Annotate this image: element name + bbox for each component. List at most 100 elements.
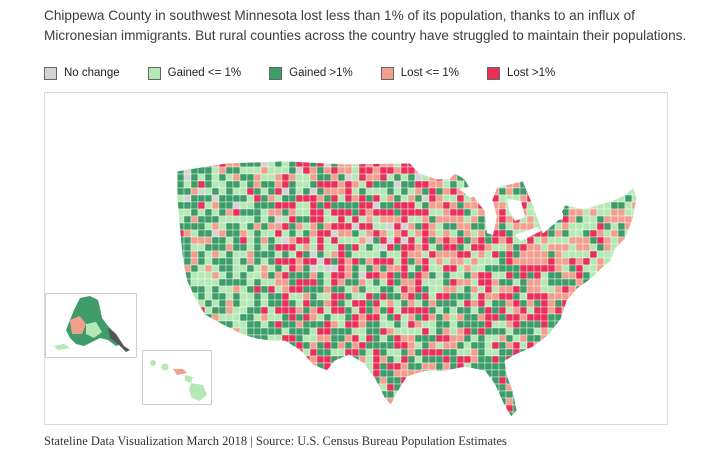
county-tile[interactable] bbox=[295, 187, 304, 196]
county-tile[interactable] bbox=[309, 278, 318, 287]
county-tile[interactable] bbox=[505, 229, 514, 238]
county-tile[interactable] bbox=[372, 208, 381, 217]
county-tile[interactable] bbox=[393, 166, 402, 175]
county-tile[interactable] bbox=[484, 173, 493, 182]
county-tile[interactable] bbox=[170, 208, 178, 217]
county-tile[interactable] bbox=[183, 243, 192, 252]
county-tile[interactable] bbox=[365, 327, 374, 336]
county-tile[interactable] bbox=[260, 278, 269, 287]
county-tile[interactable] bbox=[365, 334, 374, 343]
county-tile[interactable] bbox=[253, 362, 262, 371]
county-tile[interactable] bbox=[554, 243, 563, 252]
county-tile[interactable] bbox=[498, 250, 507, 259]
county-tile[interactable] bbox=[596, 250, 605, 259]
county-tile[interactable] bbox=[386, 215, 395, 224]
county-tile[interactable] bbox=[456, 250, 465, 259]
county-tile[interactable] bbox=[617, 306, 626, 315]
county-tile[interactable] bbox=[204, 327, 213, 336]
county-tile[interactable] bbox=[197, 313, 206, 322]
county-tile[interactable] bbox=[233, 419, 240, 424]
county-tile[interactable] bbox=[204, 334, 213, 343]
county-tile[interactable] bbox=[386, 201, 395, 210]
county-tile[interactable] bbox=[170, 243, 178, 252]
county-tile[interactable] bbox=[604, 153, 611, 160]
county-tile[interactable] bbox=[477, 257, 486, 266]
county-tile[interactable] bbox=[498, 278, 507, 287]
county-tile[interactable] bbox=[177, 243, 185, 252]
county-tile[interactable] bbox=[575, 383, 584, 392]
county-tile[interactable] bbox=[442, 160, 451, 168]
county-tile[interactable] bbox=[281, 173, 290, 182]
county-tile[interactable] bbox=[267, 250, 276, 259]
county-tile[interactable] bbox=[491, 369, 500, 378]
county-tile[interactable] bbox=[380, 419, 387, 424]
county-tiles[interactable] bbox=[170, 153, 646, 424]
county-tile[interactable] bbox=[498, 292, 507, 301]
county-tile[interactable] bbox=[421, 215, 430, 224]
county-tile[interactable] bbox=[302, 222, 311, 231]
county-tile[interactable] bbox=[204, 313, 213, 322]
county-tile[interactable] bbox=[547, 404, 556, 413]
county-tile[interactable] bbox=[639, 391, 646, 398]
county-tile[interactable] bbox=[561, 376, 570, 385]
county-tile[interactable] bbox=[414, 285, 423, 294]
county-tile[interactable] bbox=[323, 348, 332, 357]
county-tile[interactable] bbox=[589, 383, 598, 392]
county-tile[interactable] bbox=[624, 306, 633, 315]
county-tile[interactable] bbox=[512, 306, 521, 315]
county-tile[interactable] bbox=[344, 160, 353, 168]
county-tile[interactable] bbox=[218, 411, 227, 419]
county-tile[interactable] bbox=[442, 320, 451, 329]
county-tile[interactable] bbox=[211, 390, 220, 399]
county-tile[interactable] bbox=[317, 419, 324, 424]
county-tile[interactable] bbox=[387, 153, 394, 160]
county-tile[interactable] bbox=[547, 383, 556, 392]
county-tile[interactable] bbox=[274, 257, 283, 266]
county-tile[interactable] bbox=[582, 334, 591, 343]
county-tile[interactable] bbox=[218, 383, 227, 392]
county-tile[interactable] bbox=[526, 285, 535, 294]
county-tile[interactable] bbox=[204, 173, 213, 182]
county-tile[interactable] bbox=[568, 299, 577, 308]
county-tile[interactable] bbox=[344, 243, 353, 252]
county-tile[interactable] bbox=[358, 411, 367, 419]
county-tile[interactable] bbox=[225, 243, 234, 252]
county-tile[interactable] bbox=[414, 411, 423, 419]
county-tile[interactable] bbox=[260, 306, 269, 315]
county-tile[interactable] bbox=[183, 250, 192, 259]
county-tile[interactable] bbox=[491, 194, 500, 203]
county-tile[interactable] bbox=[449, 383, 458, 392]
county-tile[interactable] bbox=[554, 285, 563, 294]
county-tile[interactable] bbox=[253, 229, 262, 238]
county-tile[interactable] bbox=[554, 264, 563, 273]
county-tile[interactable] bbox=[177, 278, 185, 287]
county-tile[interactable] bbox=[505, 320, 514, 329]
county-tile[interactable] bbox=[484, 166, 493, 175]
county-tile[interactable] bbox=[386, 341, 395, 350]
county-tile[interactable] bbox=[386, 299, 395, 308]
county-tile[interactable] bbox=[365, 257, 374, 266]
county-tile[interactable] bbox=[302, 229, 311, 238]
county-tile[interactable] bbox=[477, 264, 486, 273]
county-tile[interactable] bbox=[421, 285, 430, 294]
county-tile[interactable] bbox=[631, 306, 639, 315]
county-tile[interactable] bbox=[330, 320, 339, 329]
county-tile[interactable] bbox=[204, 236, 213, 245]
county-tile[interactable] bbox=[610, 390, 619, 399]
county-tile[interactable] bbox=[596, 278, 605, 287]
county-tile[interactable] bbox=[211, 187, 220, 196]
county-tile[interactable] bbox=[575, 362, 584, 371]
county-tile[interactable] bbox=[316, 390, 325, 399]
county-tile[interactable] bbox=[589, 320, 598, 329]
county-tile[interactable] bbox=[400, 369, 409, 378]
county-tile[interactable] bbox=[309, 201, 318, 210]
alaska-map[interactable] bbox=[46, 294, 136, 357]
county-tile[interactable] bbox=[436, 419, 443, 424]
county-tile[interactable] bbox=[393, 243, 402, 252]
county-tile[interactable] bbox=[491, 341, 500, 350]
county-tile[interactable] bbox=[554, 334, 563, 343]
county-tile[interactable] bbox=[610, 376, 619, 385]
county-tile[interactable] bbox=[400, 306, 409, 315]
county-tile[interactable] bbox=[484, 160, 493, 168]
county-tile[interactable] bbox=[316, 215, 325, 224]
